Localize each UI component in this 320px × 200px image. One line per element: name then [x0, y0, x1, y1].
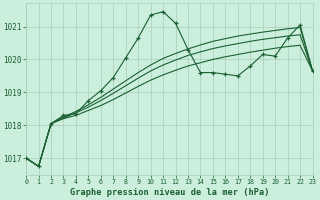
X-axis label: Graphe pression niveau de la mer (hPa): Graphe pression niveau de la mer (hPa)	[69, 188, 269, 197]
